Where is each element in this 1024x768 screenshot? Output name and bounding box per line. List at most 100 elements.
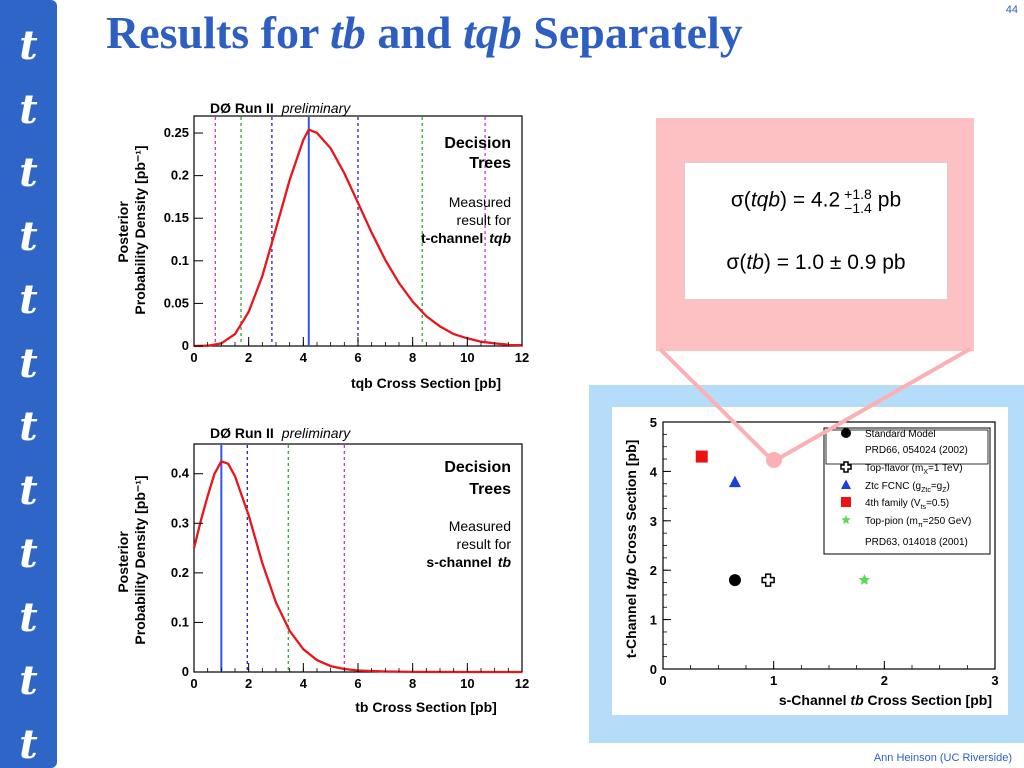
results-box: σ(tqb) = 4.2 +1.8 −1.4 pb σ(tb) = 1.0 ± 0.9… xyxy=(684,162,948,300)
y-tick-label: 2 xyxy=(650,563,657,578)
annotation-measured: Measured result for t-channel tqb xyxy=(421,194,511,246)
y-axis-label: Posterior Probability Density [pb⁻¹] xyxy=(115,145,148,314)
y-tick-label: 0 xyxy=(182,338,189,353)
x-tick-label: 2 xyxy=(245,676,252,691)
tqb-result: σ(tqb) = 4.2 +1.8 −1.4 pb xyxy=(730,186,902,216)
chart-header: DØ Run II preliminary xyxy=(210,100,351,116)
page-number: 44 xyxy=(1005,4,1018,16)
annotation-decision-trees: Decision Trees xyxy=(444,135,511,172)
svg-text:Decision: Decision xyxy=(444,135,511,152)
sidebar-t-glyph: t xyxy=(19,530,38,577)
y-tick-label: 0.1 xyxy=(171,253,189,268)
slide-title: Results for tb and tqb Separately xyxy=(106,7,743,58)
y-tick-label: 4 xyxy=(650,464,658,479)
tqb-posterior-chart: DØ Run II preliminary 0 2 4 6 8 10 12 0 0.05 0.1 0.… xyxy=(115,100,530,391)
y-tick-label: 0.2 xyxy=(171,565,189,580)
legend-marker xyxy=(841,515,851,524)
model-point xyxy=(858,574,871,585)
sidebar-t-glyph: t xyxy=(19,22,38,69)
svg-text:Trees: Trees xyxy=(469,155,511,172)
footer-author: Ann Heinson (UC Riverside) xyxy=(873,752,1012,764)
legend-entry: 4th family (Vts=0.5) xyxy=(865,498,949,511)
x-axis-label: tb Cross Section [pb] xyxy=(355,699,497,715)
x-tick-label: 8 xyxy=(409,350,416,365)
legend-box: Standard Model PRD66, 054024 (2002) Top-fl… xyxy=(823,427,991,555)
chart-header: DØ Run II preliminary xyxy=(210,425,351,441)
posterior-curve xyxy=(193,128,523,348)
legend-entry: Top-flavor (mX=1 TeV) xyxy=(865,463,963,476)
legend-entry: PRD63, 014018 (2001) xyxy=(865,537,968,548)
tb-posterior-chart: DØ Run II preliminary 0 2 4 6 8 10 12 0 0.1 0.2 0.3… xyxy=(115,425,529,715)
sidebar-t-glyph: t xyxy=(19,657,38,704)
legend-entry: Ztc FCNC (gZtc=gZ) xyxy=(865,481,950,494)
interval-lines xyxy=(214,117,486,346)
posterior-curve xyxy=(192,459,522,674)
x-tick-label: 10 xyxy=(460,676,474,691)
axis-ticks: 0 2 4 6 8 10 12 0 0.05 0.1 0.15 0.2 0.25 xyxy=(164,125,530,365)
y-tick-label: 0.1 xyxy=(171,614,189,629)
x-tick-label: 8 xyxy=(409,676,416,691)
sidebar-t-glyph: t xyxy=(19,339,38,387)
model-comparison-chart: 0 1 2 3 0 1 2 3 4 5 Standard Model PRD66, 054024 (… xyxy=(623,415,999,708)
model-point xyxy=(728,475,741,488)
x-tick-label: 1 xyxy=(770,673,777,688)
sidebar-t-glyph: t xyxy=(19,466,38,514)
x-tick-label: 6 xyxy=(354,350,361,365)
y-tick-label: 3 xyxy=(650,514,657,529)
sidebar-t-glyph: t xyxy=(19,720,38,768)
sidebar-t-glyph: t xyxy=(19,403,38,450)
y-tick-label: 5 xyxy=(650,415,657,430)
x-tick-label: 0 xyxy=(190,350,197,365)
y-axis-label: Posterior Probability Density [pb⁻¹] xyxy=(115,475,148,644)
plot-frame xyxy=(193,443,523,673)
annotation-decision-trees: Decision Trees xyxy=(444,459,511,498)
svg-text:Measured: Measured xyxy=(449,518,511,534)
y-axis-label: t-Channel tqb Cross Section [pb] xyxy=(623,440,639,659)
sidebar-t-glyph: t xyxy=(19,212,38,260)
y-tick-label: 0.25 xyxy=(164,125,189,140)
legend-entry: Standard Model xyxy=(865,429,936,440)
x-tick-label: 3 xyxy=(991,673,998,688)
x-tick-label: 0 xyxy=(659,673,666,688)
y-tick-label: 0.2 xyxy=(171,168,189,183)
y-tick-label: 0.3 xyxy=(171,515,189,530)
sidebar-t-glyph: t xyxy=(19,593,38,641)
legend-entry: PRD66, 054024 (2002) xyxy=(865,445,968,456)
x-tick-label: 0 xyxy=(190,676,197,691)
y-tick-label: 0 xyxy=(650,662,657,677)
x-axis-label: tqb Cross Section [pb] xyxy=(351,375,501,391)
legend-entry: Top-pion (mπ=250 GeV) xyxy=(865,516,971,529)
model-point xyxy=(695,450,708,463)
svg-text:Trees: Trees xyxy=(469,481,511,498)
axis-ticks: 0 2 4 6 8 10 12 0 0.1 0.2 0.3 0.4 xyxy=(171,466,529,691)
legend-marker xyxy=(841,497,851,507)
x-tick-label: 4 xyxy=(300,350,308,365)
x-axis-label: s-Channel tb Cross Section [pb] xyxy=(779,692,992,708)
tb-result: σ(tb) = 1.0 ± 0.9 pb xyxy=(726,251,906,274)
y-tick-label: 0.05 xyxy=(164,295,189,310)
x-tick-label: 6 xyxy=(354,676,361,691)
legend-marker xyxy=(841,428,851,438)
sidebar-t-glyph: t xyxy=(19,276,38,323)
legend-marker xyxy=(840,461,852,473)
sidebar-t-glyph: t xyxy=(19,85,38,133)
x-tick-label: 10 xyxy=(460,350,474,365)
x-tick-label: 12 xyxy=(515,676,529,691)
y-tick-label: 1 xyxy=(650,613,657,628)
svg-text:result for: result for xyxy=(457,536,512,552)
svg-text:result for: result for xyxy=(457,212,512,228)
legend-marker xyxy=(841,479,851,489)
y-tick-label: 0 xyxy=(182,664,189,679)
x-tick-label: 12 xyxy=(515,350,529,365)
x-tick-label: 2 xyxy=(881,673,888,688)
annotation-measured: Measured result for s-channel tb xyxy=(426,518,511,570)
sidebar-t-glyph: t xyxy=(19,149,38,196)
y-tick-label: 0.15 xyxy=(164,210,189,225)
svg-text:Measured: Measured xyxy=(449,194,511,210)
y-tick-label: 0.4 xyxy=(171,466,190,481)
x-tick-label: 4 xyxy=(300,676,308,691)
interval-lines xyxy=(220,445,345,672)
